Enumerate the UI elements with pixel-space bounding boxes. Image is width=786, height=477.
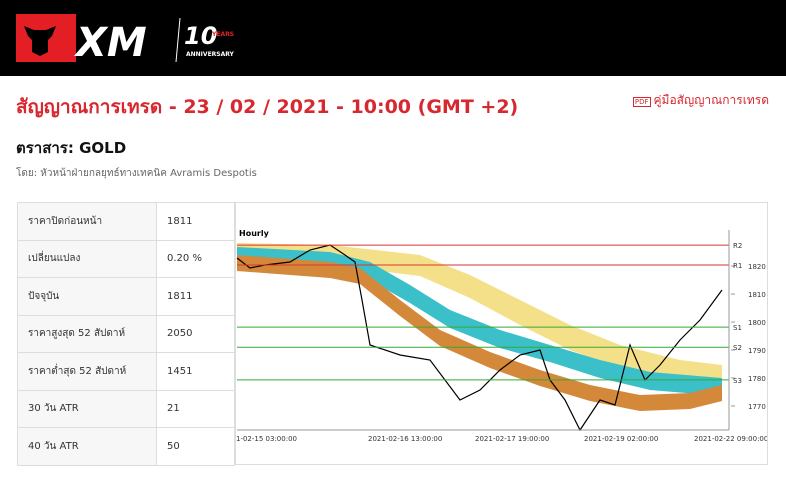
brand: XM	[73, 20, 147, 66]
table-row: ปัจจุบัน 1811	[17, 277, 235, 316]
band-yellow	[237, 243, 722, 388]
table-row: 40 วัน ATR 50	[17, 427, 235, 466]
y-tick-label: 1770	[748, 403, 766, 411]
cell-label: ราคาปิดก่อนหน้า	[17, 202, 157, 241]
stats-table: ราคาปิดก่อนหน้า 1811 เปลี่ยนแปลง 0.20 % ปัจจ…	[17, 202, 235, 466]
cell-value: 2050	[156, 314, 235, 353]
x-tick-label: 2021-02-19 02:00:00	[584, 435, 658, 443]
band-orange	[237, 255, 722, 411]
level-label: S2	[733, 344, 742, 352]
x-tick-label: 2021-02-16 13:00:00	[368, 435, 442, 443]
cell-label: ราคาสูงสุด 52 สัปดาห์	[17, 314, 157, 353]
level-label: S3	[733, 377, 742, 385]
timeframe: Hourly	[239, 229, 270, 238]
level-label: R2	[733, 242, 742, 250]
cell-value: 1811	[156, 202, 235, 241]
y-tick-label: 1790	[748, 347, 766, 355]
cell-value: 21	[156, 389, 235, 428]
cell-label: 40 วัน ATR	[17, 427, 157, 466]
header: XM 10 YEARS ANNIVERSARY	[0, 0, 786, 76]
guide-link-text[interactable]: คู่มือสัญญาณการเทรด	[653, 93, 770, 107]
author: โดย: หัวหน้าฝ่ายกลยุทธ์ทางเทคนิค Avramis…	[16, 168, 257, 179]
cell-label: ปัจจุบัน	[17, 277, 157, 316]
y-tick-label: 1780	[748, 375, 766, 383]
level-label: R1	[733, 262, 742, 270]
anniversary-number: 10	[184, 22, 217, 50]
anniversary: ANNIVERSARY	[186, 51, 235, 58]
logo: XM 10 YEARS ANNIVERSARY	[16, 14, 235, 66]
level-label: S1	[733, 324, 742, 332]
cell-value: 1451	[156, 352, 235, 391]
y-tick-label: 1820	[748, 263, 766, 271]
chart-box: Hourly 1820 1810 1800 1790 1780 1770 R2 R1 S1 S2 S3…	[235, 202, 768, 465]
table-row: 30 วัน ATR 21	[17, 389, 235, 428]
page-title: สัญญาณการเทรด - 23 / 02 / 2021 - 10:00 (…	[16, 96, 519, 118]
x-tick-label: 2021-02-22 09:00:00	[694, 435, 767, 443]
x-tick-label: 1-02-15 03:00:00	[236, 435, 297, 443]
instrument: ตราสาร: GOLD	[16, 139, 127, 157]
table-row: เปลี่ยนแปลง 0.20 %	[17, 239, 235, 278]
table-row: ราคาปิดก่อนหน้า 1811	[17, 202, 235, 241]
cell-value: 0.20 %	[156, 239, 235, 278]
x-tick-label: 2021-02-17 19:00:00	[475, 435, 549, 443]
table-row: ราคาต่ำสุด 52 สัปดาห์ 1451	[17, 352, 235, 391]
cell-label: ราคาต่ำสุด 52 สัปดาห์	[17, 352, 157, 391]
cell-value: 1811	[156, 277, 235, 316]
chart: Hourly 1820 1810 1800 1790 1780 1770 R2 R1 S1 S2 S3…	[236, 229, 768, 443]
cell-label: 30 วัน ATR	[17, 389, 157, 428]
y-tick-label: 1800	[748, 319, 766, 327]
guide-link[interactable]: PDF คู่มือสัญญาณการเทรด	[632, 93, 770, 107]
cell-label: เปลี่ยนแปลง	[17, 239, 157, 278]
cell-value: 50	[156, 427, 235, 466]
y-tick-label: 1810	[748, 291, 766, 299]
years: YEARS	[211, 31, 234, 38]
table-row: ราคาสูงสุด 52 สัปดาห์ 2050	[17, 314, 235, 353]
